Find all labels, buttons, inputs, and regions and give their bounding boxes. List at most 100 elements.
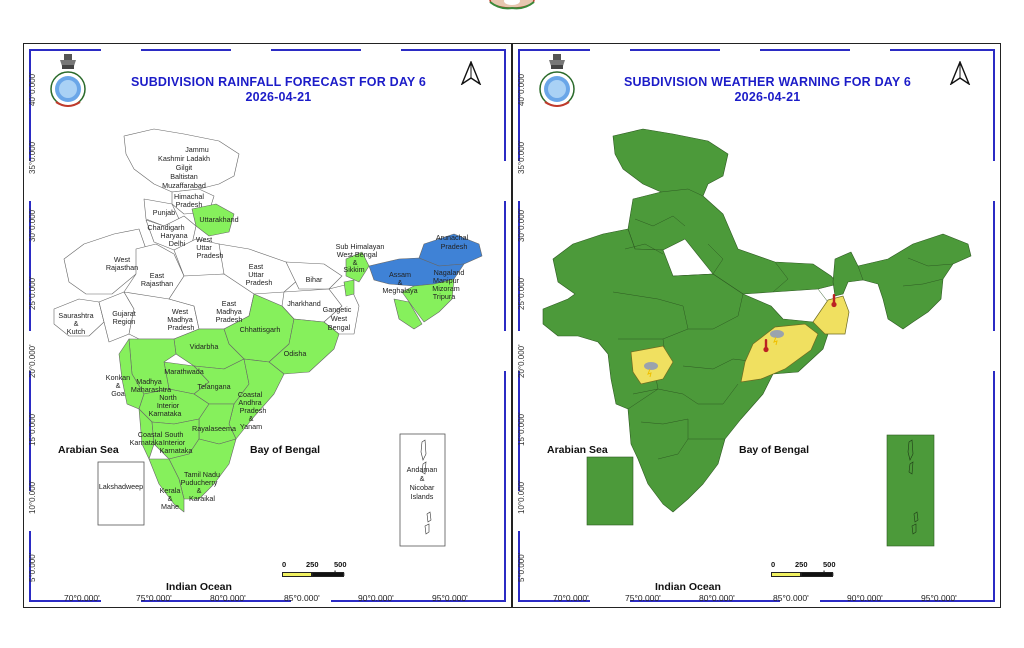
svg-text:Pradesh: Pradesh: [441, 242, 468, 251]
svg-text:East: East: [249, 262, 263, 271]
scale-bar: 0 250 500 km: [282, 560, 352, 580]
svg-text:Pradesh: Pradesh: [240, 406, 267, 415]
svg-text:Pradesh: Pradesh: [168, 323, 195, 332]
svg-text:West: West: [331, 314, 347, 323]
svg-text:Interior: Interior: [163, 438, 186, 447]
svg-text:Pradesh: Pradesh: [246, 278, 273, 287]
thunderstorm-icon: [644, 362, 658, 378]
svg-text:West: West: [114, 255, 130, 264]
india-rainfall-map: Jammu Kashmir Ladakh Gilgit Baltistan Mu…: [53, 128, 483, 547]
svg-text:Bihar: Bihar: [306, 275, 323, 284]
svg-text:Islands: Islands: [411, 492, 434, 501]
svg-text:Tripura: Tripura: [433, 292, 456, 301]
arabian-sea-label: Arabian Sea: [547, 444, 608, 456]
svg-text:Kutch: Kutch: [67, 327, 85, 336]
warning-region-north: [612, 128, 839, 295]
lon-tick: 75°0.000': [136, 593, 172, 603]
lakshadweep-inset: [586, 456, 634, 526]
svg-text:Chandigarh: Chandigarh: [147, 223, 184, 232]
arabian-sea-label: Arabian Sea: [58, 444, 119, 456]
svg-text:Mahe: Mahe: [161, 502, 179, 511]
svg-text:Karnataka: Karnataka: [149, 409, 182, 418]
svg-text:Puducherry: Puducherry: [181, 478, 218, 487]
indian-ocean-label: Indian Ocean: [166, 581, 232, 593]
svg-text:Gilgit: Gilgit: [176, 163, 192, 172]
rainfall-forecast-panel: SUBDIVISION RAINFALL FORECAST FOR DAY 6 …: [23, 43, 512, 608]
lon-tick: 85°0.000': [773, 593, 809, 603]
svg-text:Madhya: Madhya: [216, 307, 242, 316]
subdivision-coastal-andhra: [228, 358, 285, 440]
svg-text:Madhya: Madhya: [136, 377, 162, 386]
map-title: SUBDIVISION WEATHER WARNING FOR DAY 6 20…: [575, 75, 960, 105]
svg-text:Odisha: Odisha: [284, 349, 307, 358]
svg-text:Himachal: Himachal: [174, 192, 204, 201]
svg-text:Maharashtra: Maharashtra: [131, 385, 171, 394]
svg-text:Jammu: Jammu: [185, 145, 209, 154]
svg-text:Gangetic: Gangetic: [323, 305, 352, 314]
subdivision-jammu-kashmir: [123, 128, 240, 193]
subdivision-ne-south: [393, 298, 423, 330]
svg-text:&: &: [168, 494, 173, 503]
svg-text:Sub Himalayan: Sub Himalayan: [336, 242, 385, 251]
svg-text:Karnataka: Karnataka: [160, 446, 193, 455]
title-text: SUBDIVISION WEATHER WARNING FOR DAY 6: [623, 75, 912, 89]
svg-text:West: West: [172, 307, 188, 316]
svg-text:Muzaffarabad: Muzaffarabad: [162, 181, 206, 190]
indian-ocean-label: Indian Ocean: [655, 581, 721, 593]
svg-text:&: &: [353, 258, 358, 267]
svg-text:Chhattisgarh: Chhattisgarh: [240, 325, 281, 334]
svg-text:Rajasthan: Rajasthan: [141, 279, 173, 288]
subdivision-saurashtra: [53, 298, 105, 337]
title-date: 2026-04-21: [245, 90, 312, 104]
svg-text:Arunachal: Arunachal: [436, 233, 469, 242]
svg-text:Baltistan: Baltistan: [170, 172, 198, 181]
svg-text:Karnataka: Karnataka: [130, 438, 163, 447]
svg-text:South: South: [165, 430, 184, 439]
svg-text:&: &: [249, 414, 254, 423]
warning-region-ne: [832, 233, 972, 330]
map-frame: [29, 49, 506, 602]
svg-text:Region: Region: [113, 317, 136, 326]
imd-emblem-icon: [539, 54, 575, 107]
top-emblem-fragment: [489, 0, 535, 10]
svg-text:Nagaland: Nagaland: [434, 268, 465, 277]
svg-text:Uttarakhand: Uttarakhand: [199, 215, 238, 224]
svg-text:Punjab: Punjab: [153, 208, 175, 217]
north-arrow-icon: [460, 61, 482, 85]
svg-text:Madhya: Madhya: [167, 315, 193, 324]
scale-mid: 250: [795, 560, 808, 569]
svg-text:Sikkim: Sikkim: [343, 265, 364, 274]
svg-text:West Bengal: West Bengal: [337, 250, 378, 259]
lon-tick: 80°0.000': [699, 593, 735, 603]
lon-tick: 90°0.000': [358, 593, 394, 603]
bay-of-bengal-label: Bay of Bengal: [250, 444, 321, 456]
svg-text:Tamil Nadu: Tamil Nadu: [184, 470, 220, 479]
weather-warning-panel: SUBDIVISION WEATHER WARNING FOR DAY 6 20…: [512, 43, 1001, 608]
svg-text:Pradesh: Pradesh: [197, 251, 224, 260]
svg-text:Telangana: Telangana: [197, 382, 230, 391]
svg-text:Rajasthan: Rajasthan: [106, 263, 138, 272]
lon-tick: 80°0.000': [210, 593, 246, 603]
svg-text:Haryana: Haryana: [160, 231, 187, 240]
map-title: SUBDIVISION RAINFALL FORECAST FOR DAY 6 …: [86, 75, 471, 105]
svg-text:Yanam: Yanam: [240, 422, 262, 431]
lon-tick: 70°0.000': [553, 593, 589, 603]
svg-text:Mizoram: Mizoram: [432, 284, 460, 293]
subdivision-coastal-karnataka: [138, 408, 155, 460]
svg-text:Bengal: Bengal: [328, 323, 351, 332]
scale-bar: 0 250 500 km: [771, 560, 841, 580]
svg-text:&: &: [197, 486, 202, 495]
title-date: 2026-04-21: [734, 90, 801, 104]
lon-tick: 90°0.000': [847, 593, 883, 603]
andaman-inset: [886, 434, 935, 547]
lakshadweep-label: Lakshadweep: [99, 482, 143, 491]
svg-text:Uttar: Uttar: [248, 270, 264, 279]
svg-text:West: West: [196, 235, 212, 244]
svg-text:Andhra: Andhra: [238, 398, 261, 407]
svg-text:Coastal: Coastal: [238, 390, 263, 399]
svg-text:Pradesh: Pradesh: [216, 315, 243, 324]
svg-text:&: &: [116, 381, 121, 390]
svg-text:East: East: [222, 299, 236, 308]
subdivision-shwb-strip: [343, 279, 355, 297]
svg-text:Karaikal: Karaikal: [189, 494, 215, 503]
